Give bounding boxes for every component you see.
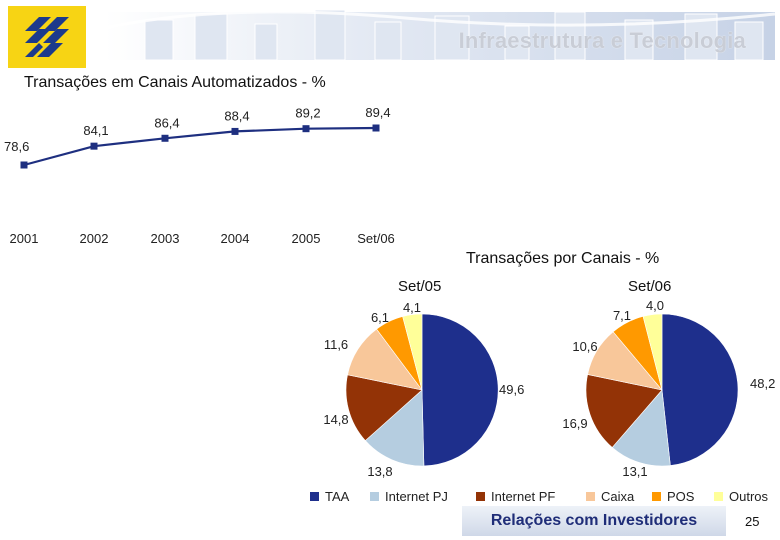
pie-slice-internet-pj — [611, 389, 671, 467]
footer-label: Relações com Investidores — [490, 512, 698, 529]
legend-item-outros: Outros — [714, 489, 768, 504]
pie-slice-outros — [642, 313, 663, 391]
legend-swatch — [586, 492, 595, 501]
legend-swatch — [310, 492, 319, 501]
legend-item-internet-pj: Internet PJ — [370, 489, 448, 504]
line-series — [23, 126, 377, 167]
pie-slice-internet-pf — [345, 374, 423, 442]
pie-slice-taa — [421, 313, 499, 467]
legend-swatch — [476, 492, 485, 501]
legend-swatch — [370, 492, 379, 501]
line-data-label: 84,1 — [83, 123, 108, 138]
pie-data-label: 13,1 — [622, 464, 647, 479]
pie-section-title: Transações por Canais - % — [466, 250, 660, 267]
pie-data-label: 13,8 — [367, 464, 392, 479]
line-data-label: 89,4 — [365, 105, 390, 120]
line-point — [302, 125, 310, 133]
pie-set06-title: Set/06 — [628, 278, 672, 295]
pie-data-label: 4,1 — [403, 300, 421, 315]
pie-data-label: 49,6 — [499, 382, 524, 397]
pie-data-label: 48,2 — [750, 376, 775, 391]
line-x-tick-label: 2002 — [80, 231, 109, 246]
legend-label: Internet PF — [491, 489, 556, 504]
legend-item-caixa: Caixa — [586, 489, 634, 504]
line-point — [161, 134, 169, 142]
pie-data-label: 14,8 — [323, 412, 348, 427]
line-x-tick-label: 2001 — [10, 231, 39, 246]
legend-item-pos: POS — [652, 489, 694, 504]
banco-do-brasil-logo — [8, 6, 86, 68]
pie-slice-internet-pf — [585, 374, 663, 448]
header-title: Infraestrutura e Tecnologia — [458, 28, 746, 53]
pie-data-label: 10,6 — [572, 339, 597, 354]
line-point — [231, 127, 239, 135]
legend-label: POS — [667, 489, 695, 504]
line-data-label: 78,6 — [4, 139, 29, 154]
line-x-tick-label: 2004 — [221, 231, 250, 246]
line-point — [372, 124, 380, 132]
legend-label: TAA — [325, 489, 350, 504]
line-x-tick-label: Set/06 — [357, 231, 395, 246]
line-point — [90, 142, 98, 150]
line-x-tick-label: 2005 — [292, 231, 321, 246]
pie-data-label: 6,1 — [371, 310, 389, 325]
legend-item-internet-pf: Internet PF — [476, 489, 555, 504]
pie-data-label: 4,0 — [646, 298, 664, 313]
line-data-label: 89,2 — [295, 106, 320, 121]
legend-label: Outros — [729, 489, 769, 504]
legend-item-taa: TAA — [310, 489, 349, 504]
page-number: 25 — [745, 514, 760, 529]
legend-swatch — [714, 492, 723, 501]
line-point — [20, 161, 28, 169]
pie-slice-outros — [402, 313, 423, 391]
pie-slice-taa — [661, 313, 739, 466]
legend-swatch — [652, 492, 661, 501]
header-banner — [105, 9, 775, 60]
pie-slice-internet-pj — [364, 389, 425, 467]
legend-label: Internet PJ — [385, 489, 448, 504]
legend-label: Caixa — [601, 489, 635, 504]
pie-set05-title: Set/05 — [398, 278, 442, 295]
line-chart-title: Transações em Canais Automatizados - % — [24, 74, 326, 91]
pie-data-label: 16,9 — [562, 416, 587, 431]
line-x-tick-label: 2003 — [151, 231, 180, 246]
line-data-label: 88,4 — [224, 108, 249, 123]
pie-data-label: 7,1 — [613, 308, 631, 323]
line-data-label: 86,4 — [154, 115, 179, 130]
footer-bar — [462, 506, 726, 536]
pie-data-label: 11,6 — [324, 337, 348, 352]
